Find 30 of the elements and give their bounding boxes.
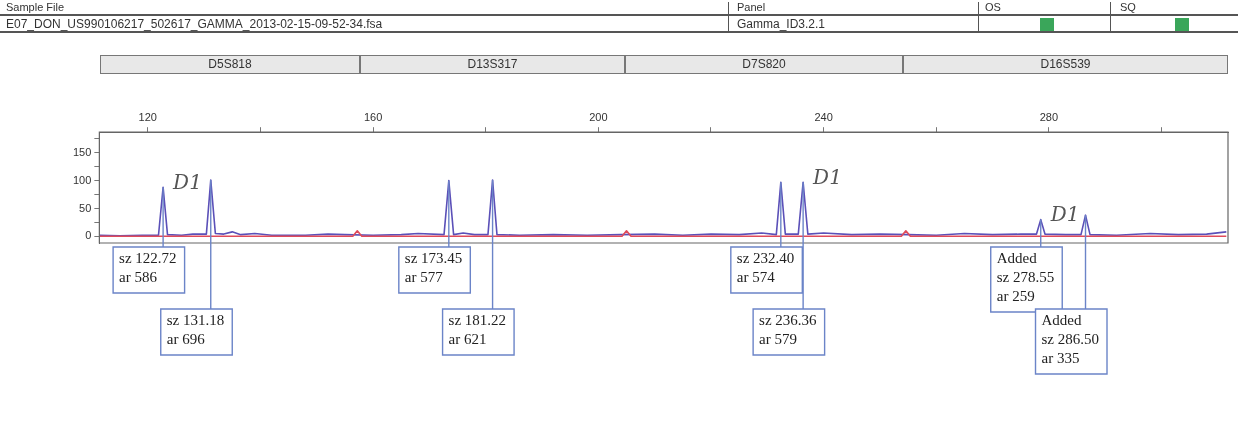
annotation: D1	[812, 164, 842, 189]
text: Gamma_ID3.2.1	[737, 17, 826, 31]
annotation: sz 236.36 ar 579	[759, 312, 818, 348]
annotation: D1	[172, 169, 202, 194]
text: OS	[985, 1, 1001, 13]
y-tick-label: 0	[85, 229, 92, 242]
y-tick-label: 150	[72, 145, 92, 158]
text: Sample File	[6, 1, 65, 13]
annotation: sz 173.45 ar 577	[404, 250, 463, 286]
x-tick-label: 240	[814, 110, 833, 123]
y-tick-label: 100	[72, 173, 92, 186]
text: E07_DON_US990106217_502617_GAMMA_2013-02-15-09-52-34.fsa	[6, 17, 383, 31]
annotation: sz 131.18 ar 696	[166, 312, 225, 348]
y-tick-label: 50	[79, 201, 92, 214]
x-tick-label: 280	[1039, 110, 1059, 123]
text: D13S317	[360, 55, 625, 74]
text: D16S539	[903, 55, 1228, 74]
text: SQ	[1120, 1, 1136, 13]
annotation: sz 122.72 ar 586	[119, 250, 177, 286]
x-tick-label: 200	[589, 110, 608, 123]
annotation: sz 232.40 ar 574	[736, 250, 795, 286]
annotation: sz 181.22 ar 621	[448, 312, 507, 348]
annotation: Added sz 286.50 ar 335	[1041, 312, 1100, 367]
x-tick-label: 120	[138, 110, 157, 123]
x-tick-label: 160	[363, 110, 383, 123]
text: Panel	[737, 1, 766, 13]
text: D7S820	[625, 55, 903, 74]
annotation: D1	[1049, 201, 1080, 226]
text: D5S818	[100, 55, 360, 74]
annotation: Added sz 278.55 ar 259	[996, 250, 1055, 305]
